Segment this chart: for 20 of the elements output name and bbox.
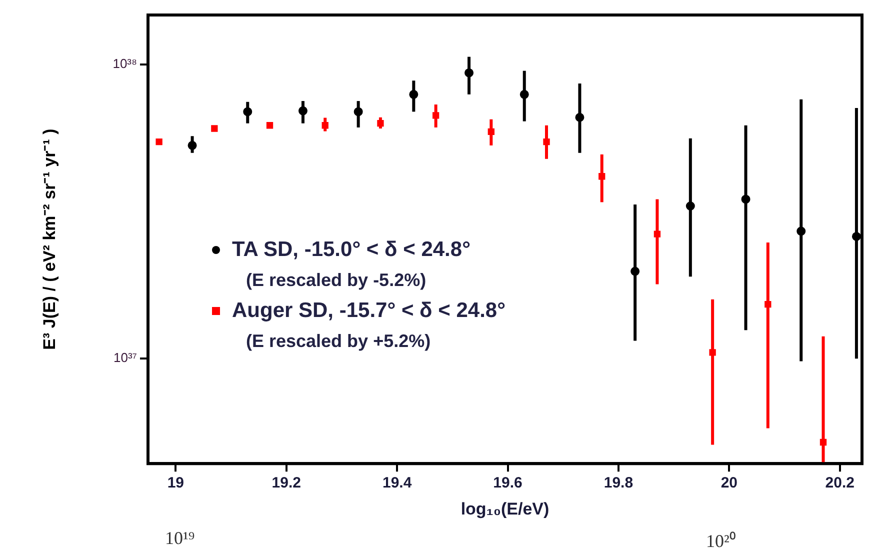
x-tick-label: 20.2: [825, 474, 854, 492]
point: [266, 122, 274, 129]
y-tick-label: 10³⁷: [114, 350, 138, 366]
annotation: (E rescaled by -5.2%): [246, 270, 428, 291]
legend-label: Auger SD, -15.7° < δ < 24.8°: [232, 299, 506, 323]
x-tick-label: 19.2: [272, 474, 301, 492]
point: [211, 125, 218, 132]
y-axis-title: E³ J(E) / ( eV² km⁻² sr⁻¹ yr⁻¹ ): [40, 128, 59, 350]
x-tick-label: 20: [720, 474, 738, 492]
text: 10¹⁹: [165, 528, 195, 549]
annotation: (E rescaled by +5.2%): [246, 331, 432, 352]
text: 10²⁰: [706, 530, 736, 552]
legend-label: TA SD, -15.0° < δ < 24.8°: [232, 238, 470, 262]
x-tick-label: 19.8: [604, 474, 634, 492]
x-tick-label: 19.6: [493, 474, 522, 492]
x-tick-label: 19: [167, 474, 184, 492]
point: [156, 138, 162, 146]
x-axis-title: log₁₀(E/eV): [460, 499, 550, 518]
x-tick-label: 19.4: [382, 474, 412, 492]
y-tick-label: 10³⁸: [112, 56, 137, 71]
